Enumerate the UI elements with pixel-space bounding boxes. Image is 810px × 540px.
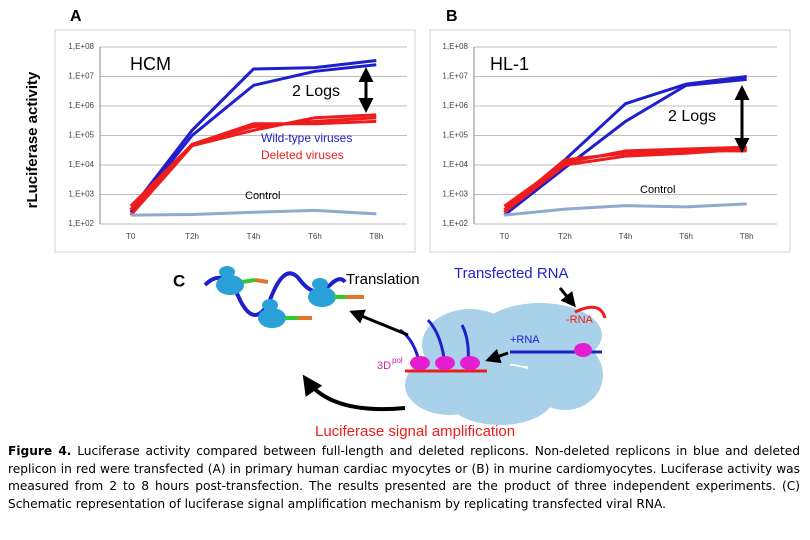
y-tick-label: 1,E+03 <box>442 190 468 199</box>
series-line <box>129 63 377 214</box>
label: +RNA <box>510 334 540 346</box>
x-tick-label: T8h <box>740 232 754 241</box>
series-line <box>503 147 747 214</box>
y-tick-label: 1,E+03 <box>68 190 94 199</box>
chart-title: HCM <box>130 54 171 74</box>
series-line <box>504 202 747 217</box>
x-tick-label: T4h <box>247 232 261 241</box>
annotation: 2 Logs <box>292 83 340 100</box>
caption: Figure 4. Luciferase activity compared b… <box>8 443 800 513</box>
x-tick-label: T8h <box>369 232 383 241</box>
label: Luciferase signal amplification <box>315 423 515 440</box>
panel-frame <box>54 29 416 253</box>
y-tick-label: 1,E+04 <box>68 160 94 169</box>
arrow <box>558 287 576 308</box>
y-tick-label: 1,E+06 <box>442 101 468 110</box>
y-tick-label: 1,E+05 <box>442 131 468 140</box>
label: -RNA <box>566 314 594 326</box>
caption-text: Luciferase activity compared between ful… <box>8 444 800 511</box>
y-tick-label: 1,E+06 <box>68 101 94 110</box>
series-line <box>503 75 747 214</box>
y-tick-label: 1,E+08 <box>68 42 94 51</box>
minus-rna-strand <box>574 305 607 319</box>
y-tick-label: 1,E+04 <box>442 160 468 169</box>
annotation: Wild-type viruses <box>261 131 352 145</box>
chart-title: HL-1 <box>490 54 529 74</box>
arrow <box>485 348 509 364</box>
arrow <box>349 309 409 337</box>
annotation: Deleted viruses <box>261 148 344 162</box>
series-line <box>129 119 377 211</box>
panel-label: A <box>70 8 82 25</box>
annotation: 2 Logs <box>668 108 716 125</box>
peptides <box>241 278 364 320</box>
x-tick-label: T0 <box>126 232 136 241</box>
x-tick-label: T4h <box>619 232 633 241</box>
x-tick-label: T2h <box>185 232 199 241</box>
y-tick-label: 1,E+02 <box>442 219 468 228</box>
series-line <box>129 58 377 211</box>
annotation: Control <box>640 184 675 196</box>
panel-label: C <box>173 271 185 290</box>
x-tick-label: T6h <box>308 232 322 241</box>
y-tick-label: 1,E+08 <box>442 42 468 51</box>
y-tick-label: 1,E+07 <box>442 72 468 81</box>
label: Translation <box>346 271 420 288</box>
translated-rna <box>203 271 347 317</box>
series-line <box>503 77 747 217</box>
series-line <box>130 208 377 217</box>
y-tick-label: 1,E+05 <box>68 131 94 140</box>
y-axis-label: rLuciferase activity <box>24 71 41 208</box>
label: Transfected RNA <box>454 265 569 282</box>
y-tick-label: 1,E+07 <box>68 72 94 81</box>
x-tick-label: T0 <box>500 232 510 241</box>
label: pol <box>392 356 403 365</box>
polymerase <box>574 343 592 357</box>
ribosomes <box>216 266 336 328</box>
series-line <box>129 113 377 217</box>
figure: C Translation Transfected RNA -RNA +RNA … <box>24 8 791 440</box>
label: 3D <box>377 360 391 372</box>
x-tick-label: T2h <box>558 232 572 241</box>
caption-label: Figure 4. <box>8 444 72 458</box>
series-line <box>503 149 747 212</box>
panel-frame <box>429 29 791 253</box>
x-tick-label: T6h <box>679 232 693 241</box>
annotation: Control <box>245 190 280 202</box>
amplification-arrow <box>302 374 406 412</box>
y-tick-label: 1,E+02 <box>68 219 94 228</box>
panel-label: B <box>446 8 458 25</box>
polymerases <box>410 356 480 370</box>
